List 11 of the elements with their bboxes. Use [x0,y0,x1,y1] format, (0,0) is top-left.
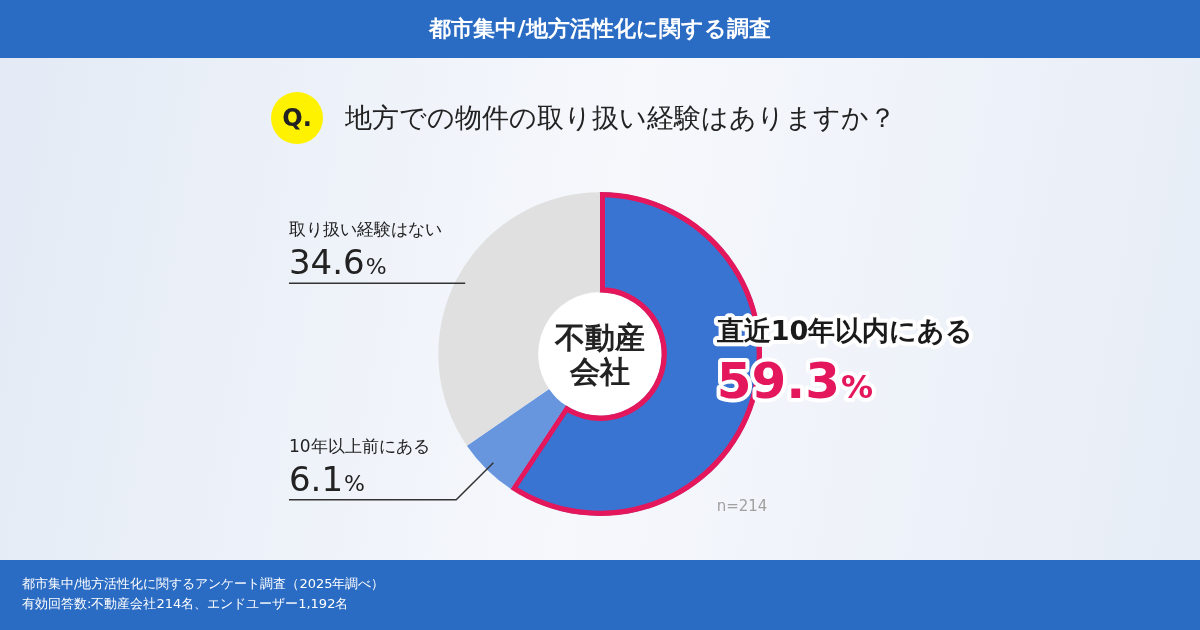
chart-subtitle: 地方での物件の取り扱い経験はありますか？ [345,101,896,135]
text: 都市集中/地方活性化に関するアンケート調査（2025年調べ） [22,575,385,593]
data-label: 6.1% [288,458,365,499]
data-label: 34.6% [288,242,387,283]
slice-label: 取り扱い経験はない [288,219,442,240]
slice-label: 直近10年以内にある [715,315,974,346]
slice-label: 10年以上前にある [288,435,430,456]
text: 有効回答数:不動産会社214名、エンドユーザー1,192名 [22,595,350,613]
text: n=214 [716,497,768,516]
text: 不動産会社 [554,320,645,389]
chart-title: 都市集中/地方活性化に関する調査 [0,0,1200,58]
